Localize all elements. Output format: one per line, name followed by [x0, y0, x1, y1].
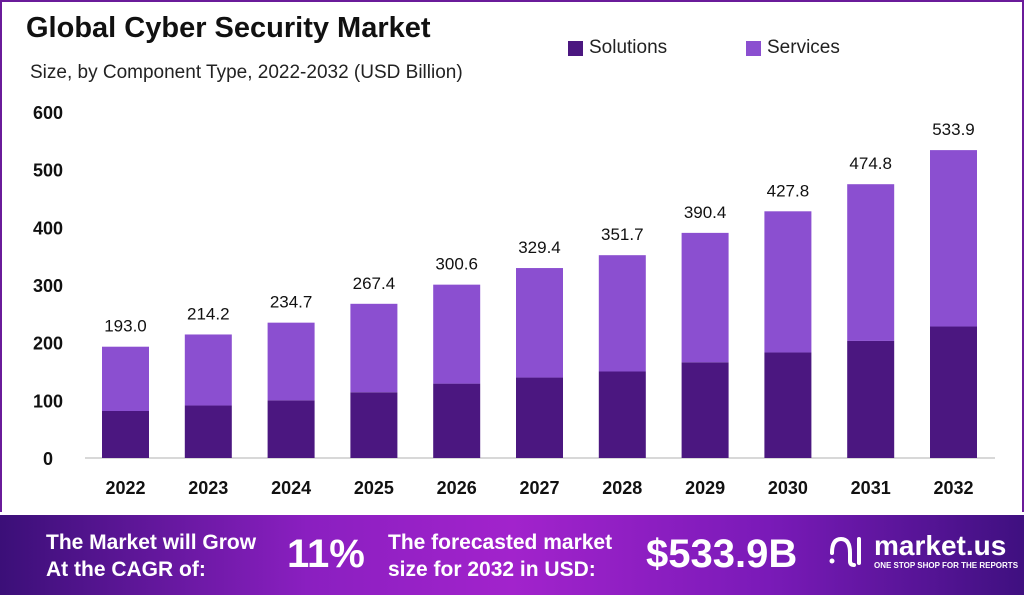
y-tick-label: 100 — [33, 391, 63, 411]
x-tick-label: 2023 — [188, 478, 228, 498]
chart-subtitle: Size, by Component Type, 2022-2032 (USD … — [30, 62, 463, 83]
bar-services-2025 — [350, 303, 398, 393]
y-tick-label: 0 — [43, 449, 53, 469]
x-tick-label: 2027 — [519, 478, 559, 498]
summary-banner: The Market will Grow At the CAGR of: 11%… — [0, 515, 1024, 595]
bar-solutions-2032 — [930, 326, 977, 458]
cagr-label-line1: The Market will Grow — [46, 531, 257, 554]
data-label-total: 300.6 — [435, 255, 478, 274]
data-label-total: 214.2 — [187, 304, 230, 323]
bar-services-2030 — [764, 211, 812, 353]
bar-solutions-2025 — [350, 392, 398, 458]
data-label-total: 390.4 — [684, 203, 727, 222]
data-label-total: 351.7 — [601, 225, 644, 244]
logo-name: market.us — [874, 530, 1007, 561]
data-label-total: 427.8 — [767, 181, 810, 200]
bar-services-2032 — [930, 150, 977, 327]
data-label-total: 234.7 — [270, 293, 313, 312]
legend-label-services: Services — [767, 37, 840, 58]
chart-title: Global Cyber Security Market — [26, 12, 431, 44]
x-tick-label: 2025 — [354, 478, 394, 498]
bar-services-2028 — [598, 255, 646, 372]
legend-label-solutions: Solutions — [589, 37, 668, 58]
x-tick-label: 2029 — [685, 478, 725, 498]
bar-solutions-2031 — [847, 340, 895, 458]
x-tick-label: 2032 — [933, 478, 973, 498]
bar-solutions-2026 — [433, 383, 481, 458]
bar-services-2031 — [847, 184, 895, 341]
data-label-total: 193.0 — [104, 317, 147, 336]
y-tick-label: 600 — [33, 103, 63, 123]
bar-services-2022 — [102, 346, 149, 412]
bar-solutions-2022 — [102, 411, 149, 458]
y-tick-label: 300 — [33, 276, 63, 296]
bar-solutions-2027 — [516, 377, 563, 458]
bar-chart: 0 100 200 300 400 500 600 193.0 2022 214.2 2023 234… — [33, 103, 995, 498]
forecast-label: The forecasted market size for 2032 in U… — [388, 529, 612, 583]
bar-solutions-2029 — [681, 362, 729, 458]
bar-services-2029 — [681, 232, 729, 363]
forecast-value: $533.9B — [646, 532, 798, 576]
x-tick-label: 2028 — [602, 478, 642, 498]
bar-solutions-2030 — [764, 352, 812, 458]
x-tick-label: 2031 — [851, 478, 891, 498]
logo-tagline: ONE STOP SHOP FOR THE REPORTS — [874, 561, 1019, 570]
cagr-value: 11% — [287, 532, 365, 576]
forecast-label-line2: size for 2032 in USD: — [388, 558, 596, 581]
forecast-label-line1: The forecasted market — [388, 531, 613, 554]
bar-services-2026 — [433, 284, 481, 384]
legend-item-solutions: Solutions — [568, 37, 667, 59]
legend-item-services: Services — [746, 37, 840, 59]
cagr-label-line2: At the CAGR of: — [46, 558, 206, 581]
data-label-total: 267.4 — [353, 274, 396, 293]
bar-services-2024 — [267, 322, 315, 401]
data-label-total: 329.4 — [518, 238, 561, 257]
x-tick-label: 2024 — [271, 478, 311, 498]
data-label-total: 533.9 — [932, 120, 975, 139]
bar-solutions-2028 — [598, 371, 646, 458]
bar-services-2027 — [516, 268, 563, 378]
x-tick-label: 2026 — [437, 478, 477, 498]
bar-solutions-2023 — [184, 405, 232, 458]
legend-swatch-services — [746, 40, 761, 56]
y-tick-label: 400 — [33, 218, 63, 238]
x-tick-label: 2022 — [105, 478, 145, 498]
bar-services-2023 — [184, 334, 232, 406]
x-tick-label: 2030 — [768, 478, 808, 498]
cagr-label: The Market will Grow At the CAGR of: — [46, 529, 256, 583]
data-label-total: 474.8 — [849, 154, 892, 173]
y-tick-label: 200 — [33, 334, 63, 354]
legend-swatch-solutions — [568, 40, 583, 56]
chart-frame — [0, 0, 1024, 512]
marketus-logo: market.us ONE STOP SHOP FOR THE REPORTS — [828, 531, 1018, 571]
bar-solutions-2024 — [267, 400, 315, 458]
logo-mark-icon — [829, 536, 861, 567]
y-tick-label: 500 — [33, 161, 63, 181]
